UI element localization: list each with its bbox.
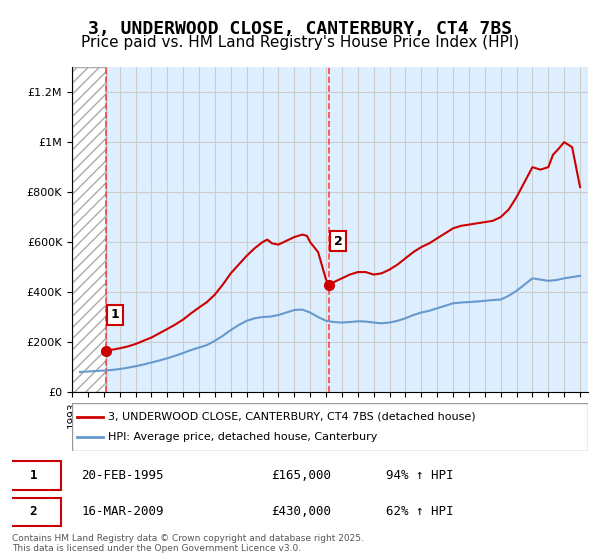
Text: 1: 1: [110, 309, 119, 321]
FancyBboxPatch shape: [6, 498, 61, 526]
Bar: [72, 67, 106, 392]
Text: £165,000: £165,000: [271, 469, 331, 482]
Text: 20-FEB-1995: 20-FEB-1995: [81, 469, 164, 482]
FancyBboxPatch shape: [72, 403, 588, 451]
Text: 2: 2: [334, 235, 343, 248]
Text: 3, UNDERWOOD CLOSE, CANTERBURY, CT4 7BS: 3, UNDERWOOD CLOSE, CANTERBURY, CT4 7BS: [88, 20, 512, 38]
Text: 16-MAR-2009: 16-MAR-2009: [81, 506, 164, 519]
Text: HPI: Average price, detached house, Canterbury: HPI: Average price, detached house, Cant…: [108, 432, 377, 442]
Text: Contains HM Land Registry data © Crown copyright and database right 2025.
This d: Contains HM Land Registry data © Crown c…: [12, 534, 364, 553]
Text: 62% ↑ HPI: 62% ↑ HPI: [386, 506, 454, 519]
Text: 94% ↑ HPI: 94% ↑ HPI: [386, 469, 454, 482]
Text: 1: 1: [29, 469, 37, 482]
Text: Price paid vs. HM Land Registry's House Price Index (HPI): Price paid vs. HM Land Registry's House …: [81, 35, 519, 50]
Text: 2: 2: [29, 506, 37, 519]
Text: £430,000: £430,000: [271, 506, 331, 519]
FancyBboxPatch shape: [6, 461, 61, 490]
Text: 3, UNDERWOOD CLOSE, CANTERBURY, CT4 7BS (detached house): 3, UNDERWOOD CLOSE, CANTERBURY, CT4 7BS …: [108, 412, 476, 422]
